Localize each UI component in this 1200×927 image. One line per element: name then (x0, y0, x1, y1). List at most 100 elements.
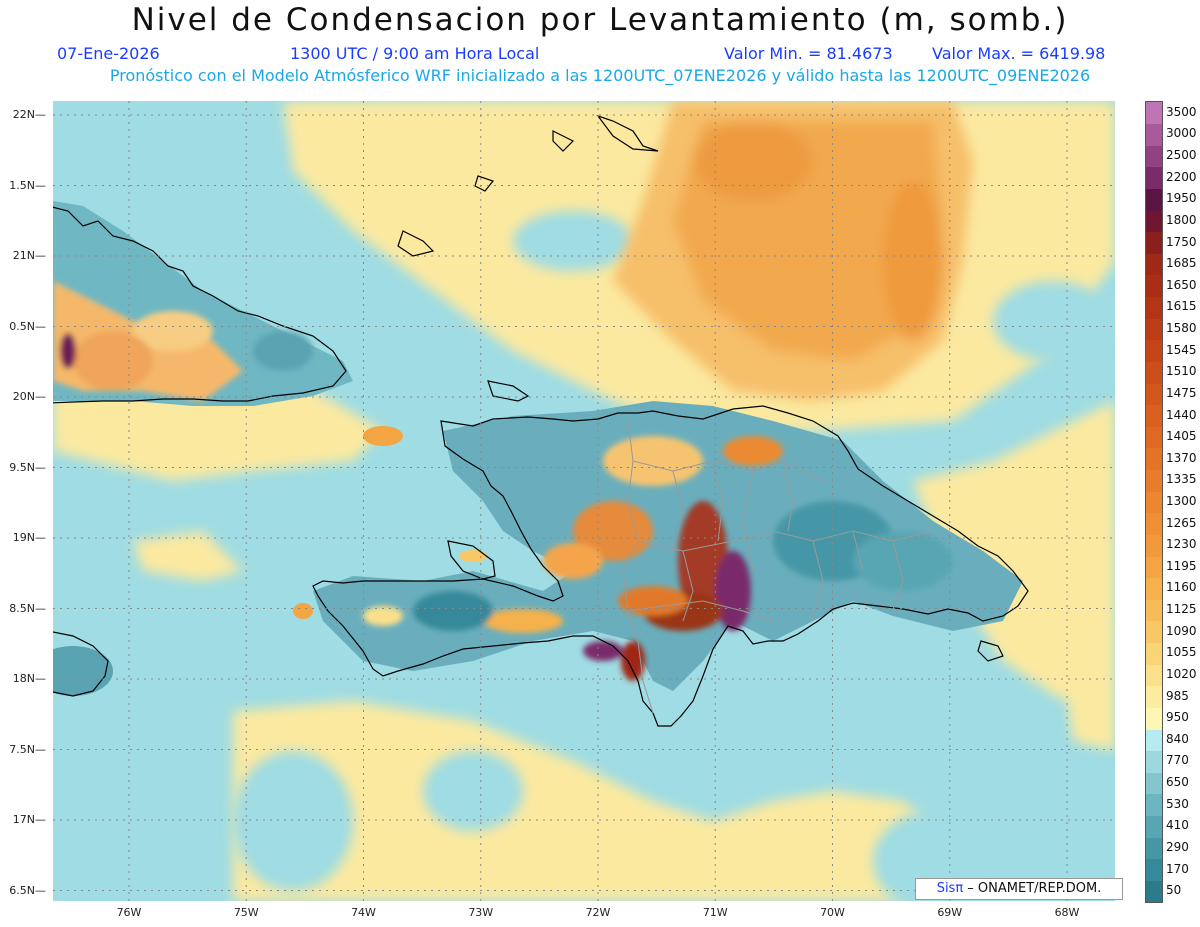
colorbar-level-label: 1335 (1166, 472, 1197, 487)
colorbar-swatch (1146, 145, 1162, 168)
colorbar-swatch (1146, 426, 1162, 449)
colorbar-swatch (1146, 599, 1162, 622)
colorbar-swatch (1146, 253, 1162, 276)
lon-tick-label: 74W (351, 906, 376, 919)
lat-tick-label: 7.5N— (9, 742, 46, 756)
colorbar-level-label: 1440 (1166, 407, 1197, 422)
credit-text: – ONAMET/REP.DOM. (963, 881, 1102, 896)
lon-tick-label: 68W (1054, 906, 1080, 919)
colorbar-level-label: 1650 (1166, 277, 1197, 292)
colorbar-level-label: 50 (1166, 883, 1182, 898)
colorbar (1145, 101, 1163, 903)
colorbar-swatch (1146, 339, 1162, 362)
colorbar-swatch (1146, 577, 1162, 600)
colorbar-swatch (1146, 123, 1162, 146)
credit-box: Sisπ – ONAMET/REP.DOM. (915, 878, 1123, 900)
colorbar-level-label: 410 (1166, 818, 1189, 833)
colorbar-swatch (1146, 620, 1162, 644)
colorbar-swatch (1146, 642, 1162, 665)
colorbar-level-label: 1265 (1166, 515, 1197, 530)
colorbar-level-label: 170 (1166, 861, 1189, 876)
colorbar-swatch (1146, 858, 1162, 881)
colorbar-swatch (1146, 685, 1162, 708)
lat-tick-label: 20N— (12, 390, 46, 403)
field-orange-zone (613, 101, 973, 401)
colorbar-swatch (1146, 750, 1162, 773)
forecast-time: 1300 UTC / 9:00 am Hora Local (290, 44, 540, 63)
colorbar-level-label: 1300 (1166, 494, 1197, 508)
colorbar-swatch (1146, 772, 1162, 795)
hispaniola-landmass (313, 401, 1023, 691)
colorbar-swatch (1146, 729, 1162, 752)
colorbar-swatch (1146, 469, 1162, 492)
lat-tick-label: 18N— (12, 672, 46, 685)
chart-title: Nivel de Condensacion por Levantamiento … (131, 2, 1069, 38)
colorbar-swatch (1146, 707, 1162, 730)
colorbar-swatch (1146, 210, 1162, 233)
colorbar-swatch (1146, 793, 1162, 816)
colorbar-level-label: 1090 (1166, 623, 1197, 638)
colorbar-level-label: 1800 (1166, 212, 1197, 227)
colorbar-level-label: 1195 (1166, 558, 1197, 573)
lon-tick-label: 72W (585, 906, 611, 919)
lat-tick-label: 6.5N— (9, 883, 46, 897)
colorbar-swatch (1146, 318, 1162, 341)
colorbar-swatch (1146, 491, 1162, 514)
colorbar-level-label: 2500 (1166, 148, 1197, 163)
colorbar-level-label: 1615 (1166, 299, 1197, 314)
colorbar-level-label: 950 (1166, 710, 1189, 725)
colorbar-level-label: 1125 (1166, 602, 1197, 617)
colorbar-level-label: 1230 (1166, 537, 1197, 552)
colorbar-swatch (1146, 534, 1162, 557)
colorbar-level-label: 290 (1166, 839, 1189, 854)
lon-tick-label: 75W (233, 906, 259, 919)
colorbar-swatch (1146, 296, 1162, 319)
colorbar-swatch (1146, 404, 1162, 427)
colorbar-level-label: 1750 (1166, 234, 1197, 249)
lon-tick-label: 71W (702, 906, 728, 919)
colorbar-level-label: 985 (1166, 688, 1189, 703)
lat-tick-label: 1.5N— (9, 178, 46, 192)
lon-tick-label: 76W (116, 906, 142, 919)
small-islands (53, 426, 487, 696)
colorbar-level-label: 1055 (1166, 645, 1197, 660)
colorbar-swatch (1146, 166, 1162, 189)
colorbar-swatch (1146, 274, 1162, 298)
colorbar-swatch (1146, 815, 1162, 838)
colorbar-level-label: 1685 (1166, 256, 1197, 271)
lat-tick-label: 9.5N— (9, 460, 46, 474)
colorbar-level-label: 1160 (1166, 580, 1197, 595)
forecast-date: 07-Ene-2026 (57, 44, 160, 63)
colorbar-swatch (1146, 361, 1162, 384)
colorbar-swatch (1146, 188, 1162, 211)
colorbar-swatch (1146, 664, 1162, 687)
colorbar-swatch (1146, 556, 1162, 579)
colorbar-level-label: 1510 (1166, 364, 1197, 379)
colorbar-swatch (1146, 880, 1162, 903)
sispi-logo: Sisπ (936, 881, 964, 896)
colorbar-swatch (1146, 231, 1162, 254)
lat-tick-label: 19N— (12, 531, 46, 544)
colorbar-swatch (1146, 837, 1162, 860)
colorbar-level-label: 650 (1166, 775, 1189, 790)
lon-tick-label: 70W (820, 906, 845, 919)
map-gridlines (53, 101, 1115, 901)
colorbar-swatch (1146, 512, 1162, 535)
colorbar-swatch (1146, 102, 1162, 125)
colorbar-swatch (1146, 383, 1162, 406)
coastlines (53, 114, 1029, 727)
value-min: Valor Min. = 81.4673 (724, 44, 893, 63)
lat-tick-label: 21N— (12, 249, 46, 262)
colorbar-level-label: 1370 (1166, 450, 1197, 465)
colorbar-level-label: 840 (1166, 731, 1189, 746)
cuba-landmass (53, 201, 353, 406)
colorbar-level-label: 1405 (1166, 429, 1197, 444)
lat-tick-label: 0.5N— (9, 319, 46, 333)
lat-tick-label: 22N— (12, 108, 46, 121)
lcl-map (53, 101, 1115, 901)
map-canvas (53, 101, 1115, 901)
province-borders (622, 420, 934, 714)
value-max: Valor Max. = 6419.98 (932, 44, 1106, 63)
colorbar-level-label: 1475 (1166, 385, 1197, 400)
lat-tick-label: 8.5N— (9, 601, 46, 615)
